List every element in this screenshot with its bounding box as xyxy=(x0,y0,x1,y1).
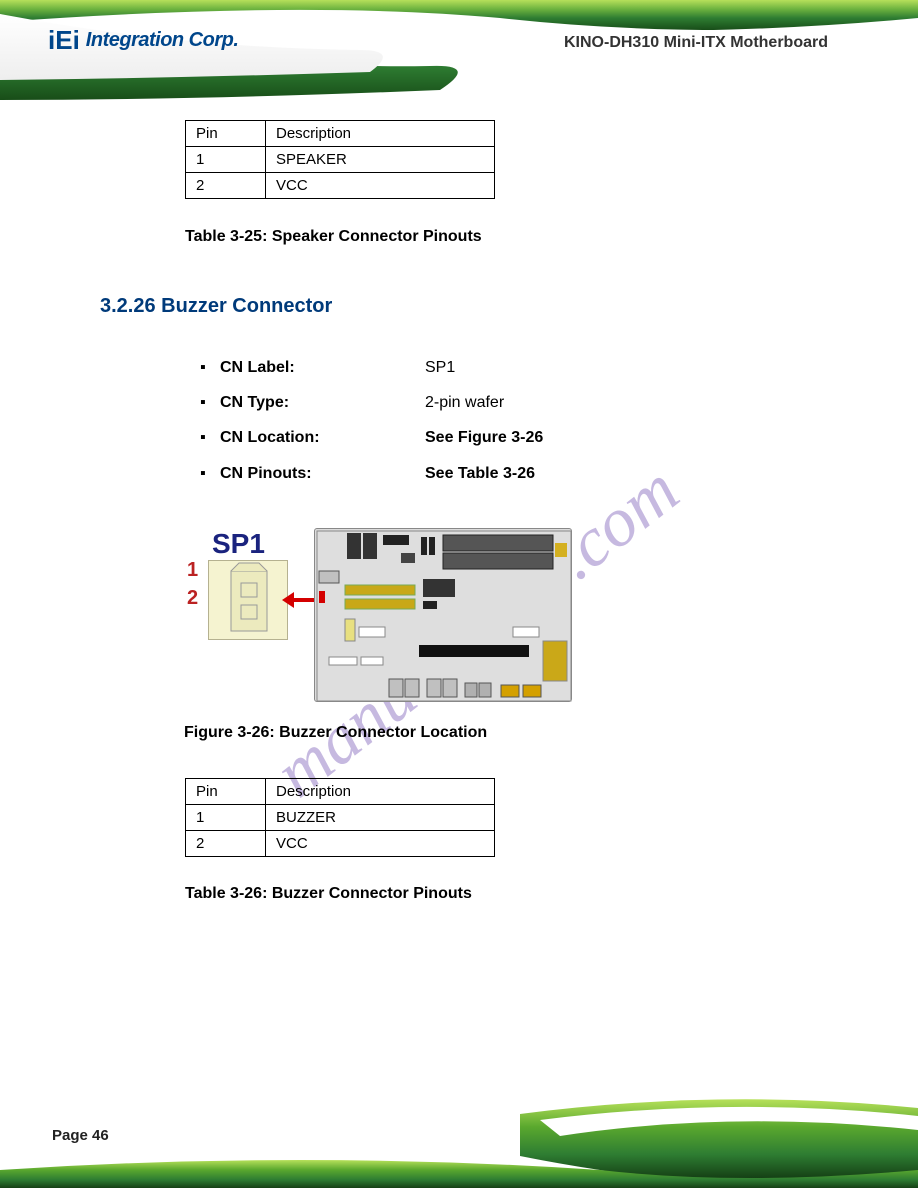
table-header-row: Pin Description xyxy=(186,779,495,805)
header-banner: iEi Integration Corp. KINO-DH310 Mini-IT… xyxy=(0,0,918,100)
motherboard-svg xyxy=(315,529,573,703)
col-desc: Description xyxy=(266,121,495,147)
pin-1-label: 1 xyxy=(187,559,198,582)
footer-banner xyxy=(0,1078,918,1188)
pinout-table-speaker: Pin Description 1 SPEAKER 2 VCC xyxy=(185,120,495,199)
page-title: KINO-DH310 Mini-ITX Motherboard xyxy=(564,34,828,52)
spec-row: ▪ CN Label: SP1 xyxy=(200,350,543,385)
spec-value: SP1 xyxy=(425,350,455,385)
bullet-icon: ▪ xyxy=(200,385,220,420)
pinout-table-buzzer: Pin Description 1 BUZZER 2 VCC xyxy=(185,778,495,857)
spec-row: ▪ CN Pinouts: See Table 3-26 xyxy=(200,456,543,491)
connector-drawing xyxy=(209,561,289,641)
brand-tagline: Integration Corp. xyxy=(86,29,239,52)
spec-row: ▪ CN Type: 2-pin wafer xyxy=(200,385,543,420)
figure-caption-buzzer-loc: Figure 3-26: Buzzer Connector Location xyxy=(184,724,487,742)
bullet-icon: ▪ xyxy=(200,456,220,491)
page-number-label: Page 46 xyxy=(52,1127,109,1144)
table-row: 1 BUZZER xyxy=(186,805,495,831)
table-row: 1 SPEAKER xyxy=(186,147,495,173)
spec-value: See Figure 3-26 xyxy=(425,420,543,455)
brand-logo: iEi Integration Corp. xyxy=(48,25,238,56)
col-pin: Pin xyxy=(186,121,266,147)
col-desc: Description xyxy=(266,779,495,805)
spec-label: CN Pinouts: xyxy=(220,456,425,491)
table-row: 2 VCC xyxy=(186,173,495,199)
pin-2-label: 2 xyxy=(187,587,198,610)
table-caption-buzzer: Table 3-26: Buzzer Connector Pinouts xyxy=(185,885,472,903)
section-number: 3.2.26 xyxy=(100,295,156,317)
bullet-icon: ▪ xyxy=(200,420,220,455)
arrow-head-icon xyxy=(282,592,294,608)
spec-row: ▪ CN Location: See Figure 3-26 xyxy=(200,420,543,455)
col-pin: Pin xyxy=(186,779,266,805)
footer-banner-svg xyxy=(0,1078,918,1188)
spec-label: CN Location: xyxy=(220,420,425,455)
connector-enlarged: 1 2 xyxy=(208,560,288,640)
table-header-row: Pin Description xyxy=(186,121,495,147)
connector-location-diagram: SP1 1 2 xyxy=(186,528,576,708)
spec-label: CN Type: xyxy=(220,385,425,420)
brand-logo-text: iEi xyxy=(48,25,80,56)
motherboard-diagram xyxy=(314,528,572,702)
table-caption-speaker: Table 3-25: Speaker Connector Pinouts xyxy=(185,228,482,246)
connector-label: SP1 xyxy=(212,528,265,560)
connector-spec-list: ▪ CN Label: SP1 ▪ CN Type: 2-pin wafer ▪… xyxy=(200,350,543,491)
section-title: Buzzer Connector xyxy=(161,295,332,317)
spec-label: CN Label: xyxy=(220,350,425,385)
bullet-icon: ▪ xyxy=(200,350,220,385)
section-heading: 3.2.26 Buzzer Connector xyxy=(100,295,332,318)
table-row: 2 VCC xyxy=(186,831,495,857)
spec-value: 2-pin wafer xyxy=(425,385,504,420)
spec-value: See Table 3-26 xyxy=(425,456,535,491)
